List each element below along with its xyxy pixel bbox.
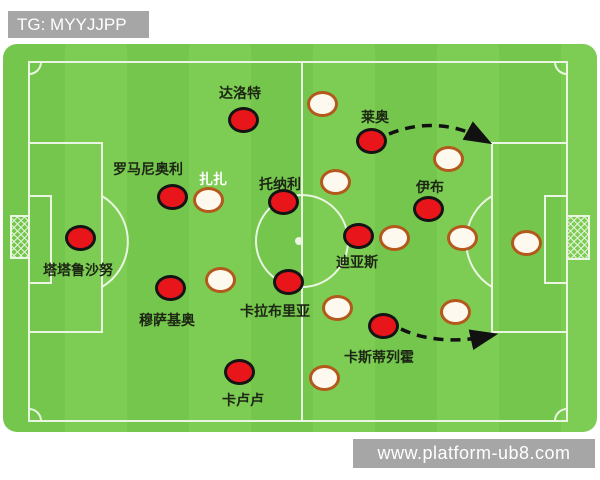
- player-marker-away[interactable]: [439, 299, 471, 325]
- corner-arc-bottom-left: [28, 408, 42, 422]
- player-marker-home[interactable]: [342, 223, 374, 249]
- player-marker-home[interactable]: [156, 184, 188, 210]
- player-marker-away[interactable]: [321, 295, 353, 321]
- player-marker-away[interactable]: [306, 91, 338, 117]
- corner-arc-bottom-right: [554, 408, 568, 422]
- player-marker-away[interactable]: [204, 267, 236, 293]
- player-marker-away[interactable]: [446, 225, 478, 251]
- player-marker-away[interactable]: [308, 365, 340, 391]
- player-name-label: 穆萨基奥: [139, 312, 195, 328]
- center-spot: [295, 237, 303, 245]
- player-name-label: 卡斯蒂列霍: [344, 349, 414, 365]
- player-name-label: 伊布: [416, 179, 444, 195]
- player-marker-home[interactable]: [154, 275, 186, 301]
- player-marker-home[interactable]: [223, 359, 255, 385]
- movement-arrow-castillejo-run: [400, 327, 499, 351]
- player-name-label: 塔塔鲁沙努: [43, 262, 113, 278]
- player-name-label: 托纳利: [259, 176, 301, 192]
- corner-arc-top-right: [554, 61, 568, 75]
- right-six-yard-box: [544, 195, 568, 284]
- corner-arc-top-left: [28, 61, 42, 75]
- player-marker-home[interactable]: [227, 107, 259, 133]
- player-name-label: 卡拉布里亚: [240, 303, 310, 319]
- player-marker-home[interactable]: [64, 225, 96, 251]
- player-name-label: 迪亚斯: [336, 254, 378, 270]
- player-marker-home[interactable]: [267, 189, 299, 215]
- watermark: www.platform-ub8.com: [353, 439, 595, 468]
- player-marker-away[interactable]: [432, 146, 464, 172]
- player-marker-home[interactable]: [272, 269, 304, 295]
- player-marker-home[interactable]: [367, 313, 399, 339]
- player-marker-away[interactable]: [192, 187, 224, 213]
- player-marker-away[interactable]: [378, 225, 410, 251]
- tg-badge: TG: MYYJJPP: [8, 11, 149, 38]
- player-marker-away[interactable]: [510, 230, 542, 256]
- player-name-label: 扎扎: [199, 171, 227, 187]
- player-name-label: 罗马尼奥利: [113, 161, 183, 177]
- player-name-label: 达洛特: [219, 85, 261, 101]
- player-marker-home[interactable]: [355, 128, 387, 154]
- movement-arrow-leao-run: [388, 121, 493, 145]
- player-marker-home[interactable]: [412, 196, 444, 222]
- player-marker-away[interactable]: [319, 169, 351, 195]
- movement-arrows: [388, 121, 499, 351]
- left-six-yard-box: [28, 195, 52, 284]
- player-name-label: 卡卢卢: [222, 392, 264, 408]
- left-penalty-arc: [101, 195, 129, 288]
- player-name-label: 莱奥: [361, 109, 389, 125]
